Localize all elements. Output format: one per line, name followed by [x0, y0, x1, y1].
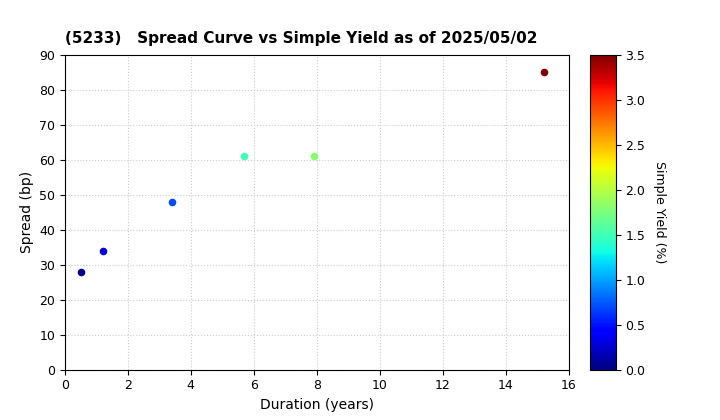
Point	[166, 198, 178, 205]
Point	[238, 153, 250, 160]
Point	[308, 153, 320, 160]
Point	[96, 247, 108, 254]
X-axis label: Duration (years): Duration (years)	[260, 398, 374, 412]
Point	[538, 69, 549, 76]
Y-axis label: Spread (bp): Spread (bp)	[19, 171, 34, 253]
Y-axis label: Simple Yield (%): Simple Yield (%)	[653, 161, 666, 263]
Text: (5233)   Spread Curve vs Simple Yield as of 2025/05/02: (5233) Spread Curve vs Simple Yield as o…	[65, 32, 537, 47]
Point	[75, 268, 86, 275]
